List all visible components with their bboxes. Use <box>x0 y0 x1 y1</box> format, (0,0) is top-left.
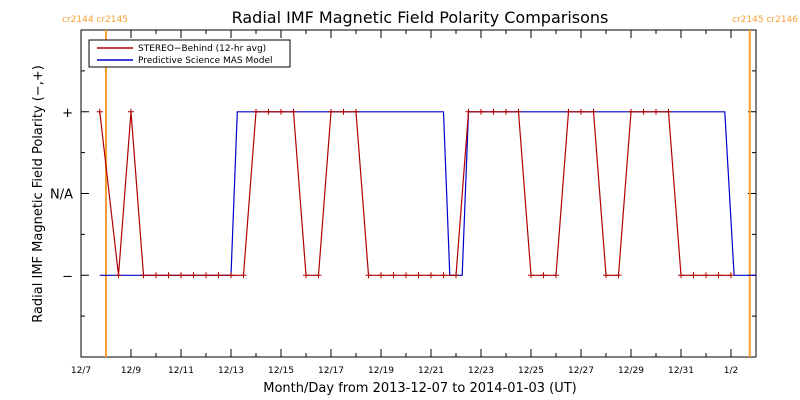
series-line <box>99 111 756 276</box>
x-tick-label: 12/23 <box>468 366 494 376</box>
legend-box <box>88 39 291 68</box>
data-point-marker <box>615 272 622 279</box>
data-point-marker <box>228 272 234 279</box>
x-tick-label: 1/2 <box>724 366 738 376</box>
data-point-marker <box>640 108 647 115</box>
data-point-marker <box>140 272 147 279</box>
data-point-marker <box>253 108 259 115</box>
data-point-marker <box>165 272 172 279</box>
data-point-marker <box>565 108 572 115</box>
data-point-marker <box>465 108 472 115</box>
data-point-marker <box>715 272 722 279</box>
x-tick-label: 12/17 <box>318 366 344 376</box>
y-tick-label: − <box>62 269 73 284</box>
x-tick-label: 12/15 <box>268 366 294 376</box>
data-point-marker <box>278 108 284 115</box>
data-point-marker <box>553 272 559 279</box>
x-tick-label: 12/27 <box>568 366 594 376</box>
data-point-marker <box>665 108 672 115</box>
data-point-marker <box>578 108 584 115</box>
data-point-marker <box>303 272 309 279</box>
data-point-marker <box>178 272 184 279</box>
x-tick-label: 12/31 <box>668 366 694 376</box>
rotation-label: cr2144 cr2145 <box>62 15 128 25</box>
rotation-label: cr2145 cr2146 <box>732 15 798 25</box>
data-point-marker <box>340 108 347 115</box>
data-point-marker <box>540 272 547 279</box>
data-point-marker <box>528 272 534 279</box>
legend-label-mas: Predictive Science MAS Model <box>138 56 273 66</box>
data-point-marker <box>628 108 634 115</box>
x-tick-label: 12/11 <box>168 366 194 376</box>
data-point-marker <box>653 108 659 115</box>
data-point-marker <box>315 272 322 279</box>
y-tick-label: + <box>62 106 73 121</box>
series-line <box>99 111 731 276</box>
data-point-marker <box>240 272 247 279</box>
y-axis-label: Radial IMF Magnetic Field Polarity (−,+) <box>31 65 46 323</box>
legend-label-stereo: STEREO−Behind (12-hr avg) <box>138 44 266 54</box>
x-tick-label: 12/29 <box>618 366 644 376</box>
data-point-marker <box>590 108 597 115</box>
data-point-marker <box>503 108 509 115</box>
rotation-labels: cr2144 cr2145 cr2145 cr2146 <box>62 15 798 25</box>
x-tick-label: 12/13 <box>218 366 244 376</box>
legend: STEREO−Behind (12-hr avg) Predictive Sci… <box>88 39 291 68</box>
data-point-marker <box>390 272 397 279</box>
data-point-marker <box>478 108 484 115</box>
data-point-marker <box>690 272 697 279</box>
data-point-marker <box>515 108 522 115</box>
data-point-marker <box>290 108 297 115</box>
data-point-marker <box>440 272 447 279</box>
x-tick-label: 12/19 <box>368 366 394 376</box>
y-tick-label: N/A <box>50 188 73 203</box>
data-point-marker <box>428 272 434 279</box>
data-point-marker <box>96 108 103 115</box>
chart-title: Radial IMF Magnetic Field Polarity Compa… <box>232 8 609 27</box>
data-point-marker <box>490 108 497 115</box>
data-point-marker <box>190 272 197 279</box>
data-point-marker <box>703 272 709 279</box>
x-axis: 12/7 12/9 12/11 12/13 12/15 12/17 12/19 12/21 12… <box>71 30 757 376</box>
data-point-marker <box>203 272 209 279</box>
plot-frame <box>80 29 757 358</box>
x-axis-label: Month/Day from 2013-12-07 to 2014-01-03 … <box>263 381 576 396</box>
data-point-marker <box>453 272 459 279</box>
data-point-marker <box>115 272 122 279</box>
data-point-marker <box>353 108 359 115</box>
data-point-marker <box>403 272 409 279</box>
data-point-marker <box>728 272 734 279</box>
x-tick-label: 12/7 <box>71 366 91 376</box>
data-point-marker <box>153 272 159 279</box>
data-point-marker <box>415 272 422 279</box>
data-point-marker <box>128 108 134 115</box>
data-point-marker <box>365 272 372 279</box>
data-point-marker <box>215 272 222 279</box>
x-tick-label: 12/9 <box>121 366 141 376</box>
data-point-marker <box>678 272 684 279</box>
y-axis: + N/A − <box>50 29 756 358</box>
data-point-marker <box>265 108 272 115</box>
data-point-marker <box>328 108 334 115</box>
series-group <box>96 108 756 279</box>
data-point-marker <box>378 272 384 279</box>
rotation-markers <box>105 30 751 357</box>
x-tick-label: 12/25 <box>518 366 544 376</box>
x-tick-label: 12/21 <box>418 366 444 376</box>
data-point-marker <box>603 272 609 279</box>
